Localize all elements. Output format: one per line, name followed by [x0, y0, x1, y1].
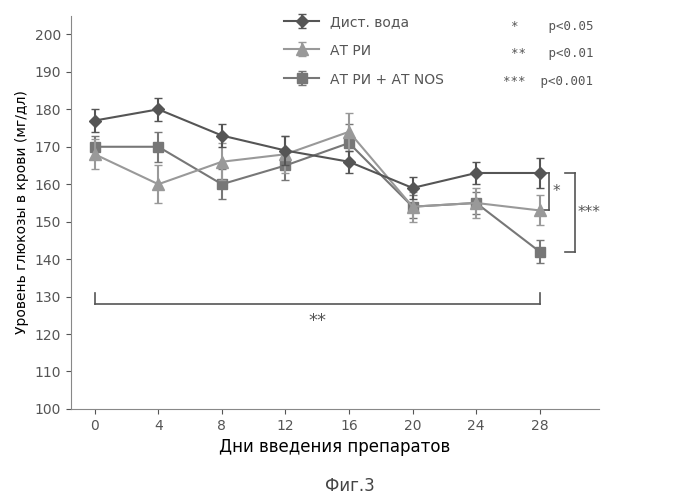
- Text: **   p<0.01: ** p<0.01: [511, 47, 593, 60]
- Text: ***: ***: [578, 205, 600, 220]
- Text: Фиг.3: Фиг.3: [324, 477, 375, 495]
- X-axis label: Дни введения препаратов: Дни введения препаратов: [219, 438, 450, 456]
- Text: *: *: [552, 184, 560, 199]
- Text: ***  p<0.001: *** p<0.001: [503, 75, 593, 88]
- Text: *    p<0.05: * p<0.05: [511, 20, 593, 33]
- Legend: Дист. вода, АТ РИ, АТ РИ + АТ NOS: Дист. вода, АТ РИ, АТ РИ + АТ NOS: [284, 15, 444, 87]
- Y-axis label: Уровень глюкозы в крови (мг/дл): Уровень глюкозы в крови (мг/дл): [15, 90, 29, 334]
- Text: **: **: [308, 311, 326, 329]
